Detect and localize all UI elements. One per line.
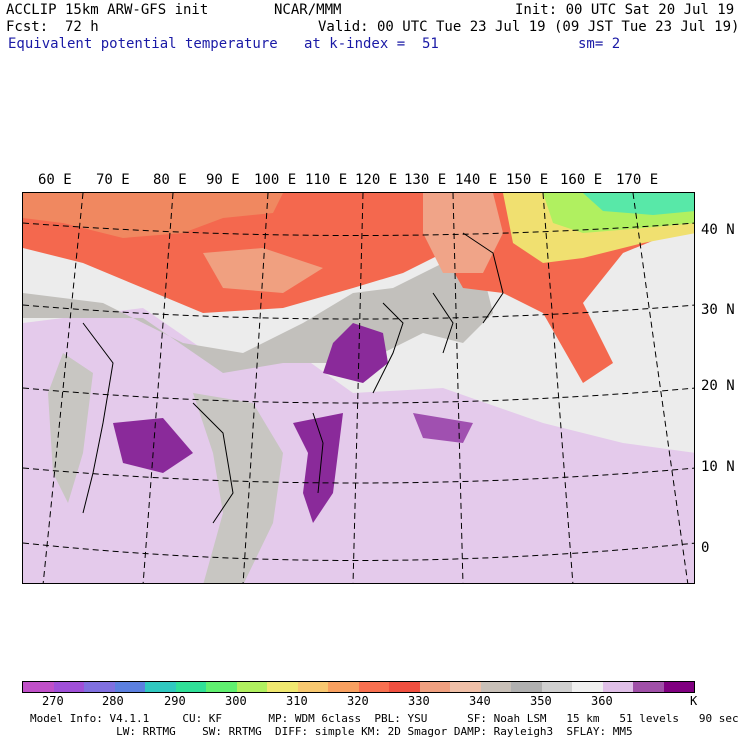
smoothing-label: sm= 2 — [578, 36, 621, 52]
colorbar-swatch — [450, 682, 481, 692]
colorbar-swatch — [572, 682, 603, 692]
lon-label: 140 E — [455, 172, 498, 188]
colorbar-tick: 300 — [225, 694, 247, 708]
lat-label: 30 N — [701, 302, 735, 318]
lat-label: 0 — [701, 540, 710, 556]
colorbar-swatch — [541, 682, 572, 692]
colorbar-tick: 330 — [408, 694, 430, 708]
lat-label: 40 N — [701, 222, 735, 238]
colorbar — [22, 681, 695, 693]
coastline — [82, 232, 504, 524]
colorbar-swatch — [358, 682, 389, 692]
lon-label: 130 E — [404, 172, 447, 188]
model-title: ACCLIP 15km ARW-GFS init — [6, 2, 209, 18]
colorbar-tick: 360 — [591, 694, 613, 708]
colorbar-tick: 350 — [530, 694, 552, 708]
field-purple-pacific — [413, 413, 473, 443]
colorbar-swatch — [480, 682, 511, 692]
colorbar-swatch — [145, 682, 176, 692]
field-purple-china — [323, 323, 388, 383]
colorbar-swatch — [663, 682, 694, 692]
colorbar-tick: 280 — [102, 694, 124, 708]
colorbar-swatch — [236, 682, 267, 692]
lon-label: 120 E — [355, 172, 398, 188]
colorbar-tick: 290 — [164, 694, 186, 708]
valid-time: Valid: 00 UTC Tue 23 Jul 19 (09 JST Tue … — [318, 19, 740, 35]
colorbar-swatch — [53, 682, 84, 692]
field-grey-indochina — [193, 393, 283, 583]
lon-label: 80 E — [153, 172, 187, 188]
level-index: at k-index = 51 — [304, 36, 439, 52]
colorbar-swatch — [389, 682, 420, 692]
colorbar-swatch — [84, 682, 115, 692]
colorbar-swatch — [267, 682, 298, 692]
colorbar-tick: 320 — [347, 694, 369, 708]
lon-label: 90 E — [206, 172, 240, 188]
forecast-label: Fcst: — [6, 19, 49, 35]
lat-label: 10 N — [701, 459, 735, 475]
field-purple-india — [113, 418, 193, 473]
lon-label: 100 E — [254, 172, 297, 188]
colorbar-swatch — [511, 682, 542, 692]
graticule — [23, 193, 694, 583]
lon-label: 150 E — [506, 172, 549, 188]
lat-label: 20 N — [701, 378, 735, 394]
colorbar-swatch — [23, 682, 54, 692]
forecast-hours: 72 h — [65, 19, 99, 35]
colorbar-swatch — [206, 682, 237, 692]
colorbar-tick: 310 — [286, 694, 308, 708]
field-salmon-tibet — [203, 248, 323, 293]
lon-label: 110 E — [305, 172, 348, 188]
field-purple-scs — [293, 413, 343, 523]
organization-label: NCAR/MMM — [274, 2, 342, 18]
colorbar-swatch — [633, 682, 664, 692]
field-name: Equivalent potential temperature — [8, 36, 278, 52]
init-time: Init: 00 UTC Sat 20 Jul 19 — [515, 2, 735, 18]
colorbar-swatch — [175, 682, 206, 692]
lon-label: 160 E — [560, 172, 603, 188]
colorbar-swatch — [114, 682, 145, 692]
field-light-purple — [23, 308, 694, 583]
colorbar-unit: K — [690, 694, 698, 708]
colorbar-swatch — [419, 682, 450, 692]
colorbar-swatch — [328, 682, 359, 692]
colorbar-tick: 340 — [469, 694, 491, 708]
colorbar-tick: 270 — [42, 694, 64, 708]
colorbar-swatch — [602, 682, 633, 692]
field-orange-patch — [23, 193, 283, 238]
lon-label: 70 E — [96, 172, 130, 188]
model-info-line2: LW: RRTMG SW: RRTMG DIFF: simple KM: 2D … — [30, 725, 633, 738]
lon-label: 170 E — [616, 172, 659, 188]
field-grey-india-coast — [48, 353, 93, 503]
lon-label: 60 E — [38, 172, 72, 188]
forecast-map — [22, 192, 695, 584]
model-info-line1: Model Info: V4.1.1 CU: KF MP: WDM 6class… — [30, 712, 739, 725]
field-green-band — [583, 193, 694, 215]
colorbar-swatch — [297, 682, 328, 692]
map-field — [23, 193, 694, 583]
